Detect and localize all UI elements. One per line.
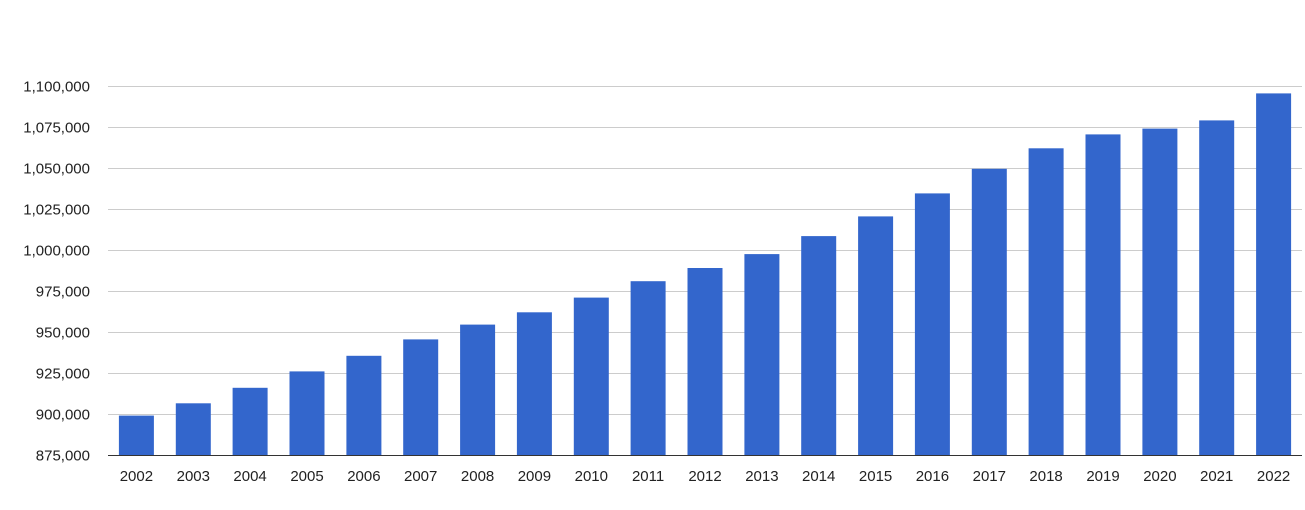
y-axis-tick-labels: 875,000 900,000 925,000 950,000 975,000 1,000… xyxy=(23,79,90,465)
y-tick-label: 1,050,000 xyxy=(23,161,90,178)
bar-2014 xyxy=(801,236,837,455)
x-tick-label: 2004 xyxy=(233,468,266,485)
bar-2007 xyxy=(403,339,439,455)
y-tick-label: 1,000,000 xyxy=(23,243,90,260)
bar-2010 xyxy=(573,297,609,455)
y-tick-label: 975,000 xyxy=(36,284,90,301)
bar-2021 xyxy=(1199,120,1235,456)
bar-2022 xyxy=(1256,93,1292,456)
bar-2012 xyxy=(687,268,723,455)
x-tick-label: 2018 xyxy=(1029,468,1062,485)
x-tick-label: 2020 xyxy=(1143,468,1176,485)
x-tick-label: 2008 xyxy=(461,468,494,485)
bar-2002 xyxy=(118,415,154,455)
bar-2008 xyxy=(460,324,496,455)
bar-2006 xyxy=(346,355,382,455)
y-tick-label: 950,000 xyxy=(36,325,90,342)
bars xyxy=(118,93,1292,456)
y-tick-label: 875,000 xyxy=(36,448,90,465)
y-tick-label: 1,100,000 xyxy=(23,79,90,96)
y-tick-label: 925,000 xyxy=(36,366,90,383)
bar-2013 xyxy=(744,254,780,455)
x-tick-label: 2002 xyxy=(120,468,153,485)
bar-2018 xyxy=(1028,148,1064,456)
x-tick-label: 2006 xyxy=(347,468,380,485)
bar-2009 xyxy=(516,312,552,455)
bar-2011 xyxy=(630,281,666,455)
x-tick-label: 2007 xyxy=(404,468,437,485)
y-tick-label: 900,000 xyxy=(36,407,90,424)
bar-2016 xyxy=(914,193,950,455)
bar-2019 xyxy=(1085,134,1121,455)
bar-2003 xyxy=(175,403,211,455)
x-tick-label: 2021 xyxy=(1200,468,1233,485)
bar-2004 xyxy=(232,387,268,455)
x-tick-label: 2013 xyxy=(745,468,778,485)
x-tick-label: 2016 xyxy=(916,468,949,485)
x-tick-label: 2019 xyxy=(1086,468,1119,485)
x-tick-label: 2003 xyxy=(177,468,210,485)
x-tick-label: 2022 xyxy=(1257,468,1290,485)
x-tick-label: 2014 xyxy=(802,468,835,485)
x-tick-label: 2015 xyxy=(859,468,892,485)
x-tick-label: 2009 xyxy=(518,468,551,485)
y-tick-label: 1,075,000 xyxy=(23,120,90,137)
bar-2020 xyxy=(1142,128,1178,455)
x-tick-label: 2010 xyxy=(575,468,608,485)
x-tick-label: 2012 xyxy=(688,468,721,485)
bar-2015 xyxy=(858,216,894,455)
x-tick-label: 2011 xyxy=(632,468,664,485)
y-tick-label: 1,025,000 xyxy=(23,202,90,219)
x-tick-label: 2017 xyxy=(973,468,1006,485)
x-tick-label: 2005 xyxy=(290,468,323,485)
x-axis-tick-labels: 2002 2003 2004 2005 2006 2007 2008 2009 2010 2011… xyxy=(120,468,1291,485)
bar-2005 xyxy=(289,371,325,455)
bar-2017 xyxy=(971,168,1007,456)
